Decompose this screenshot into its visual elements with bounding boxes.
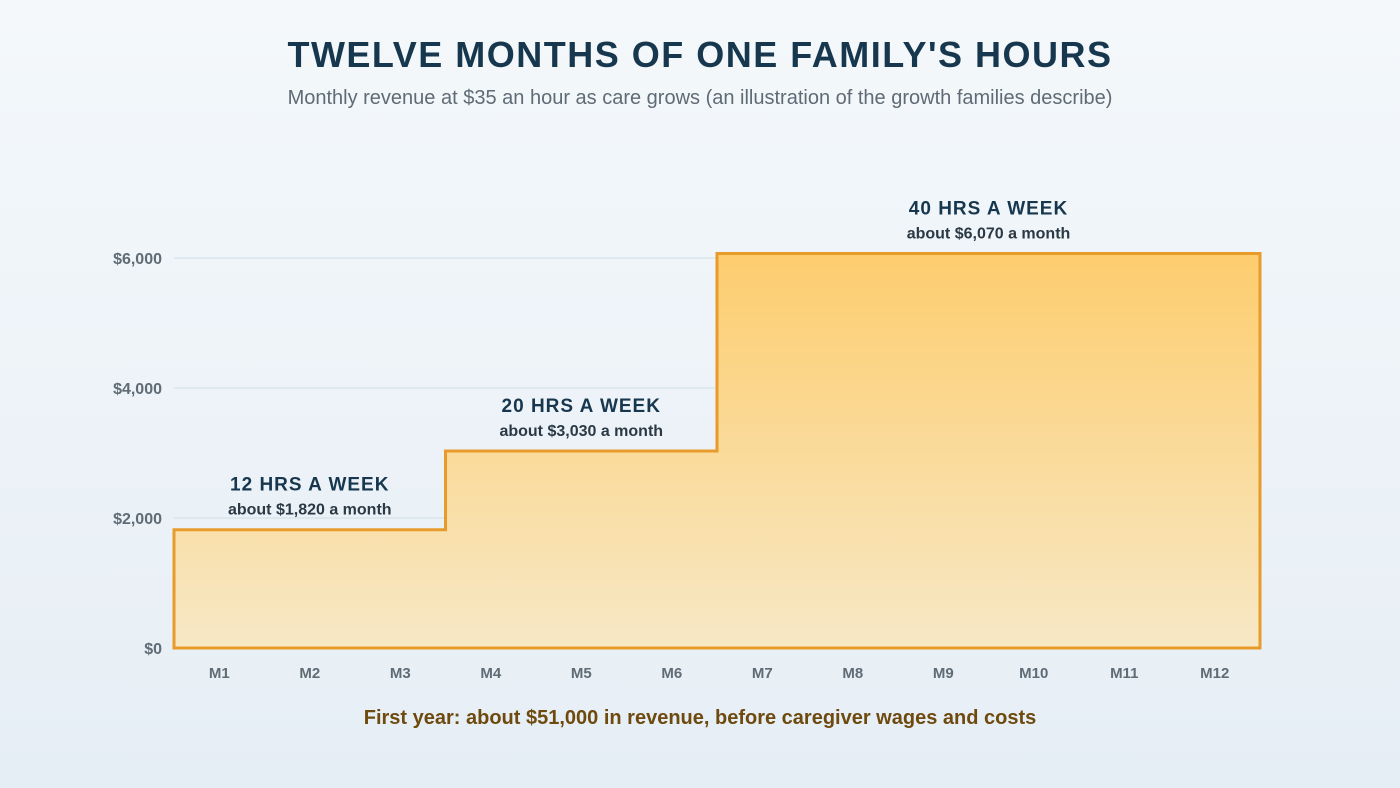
month-bar-m8: [808, 253, 899, 648]
month-bar-m6: [627, 451, 718, 648]
month-bar-m7: [717, 253, 808, 648]
x-tick-label: M5: [571, 665, 592, 682]
x-tick-label: M8: [842, 665, 863, 682]
y-axis: $0 $2,000 $4,000 $6,000: [113, 251, 162, 658]
x-tick-label: M10: [1019, 665, 1048, 682]
y-tick-label: $4,000: [113, 381, 162, 398]
revenue-step-area: [172, 251, 1262, 650]
step-amount-label: about $3,030 a month: [499, 423, 663, 440]
step-hours-label: 20 HRS A WEEK: [502, 396, 661, 417]
x-tick-label: M6: [661, 665, 682, 682]
month-bar-m12: [1170, 253, 1261, 648]
step-annotations: 12 HRS A WEEK about $1,820 a month 20 HRS …: [228, 198, 1070, 518]
x-tick-label: M11: [1110, 665, 1138, 682]
month-bar-m11: [1079, 253, 1170, 648]
x-tick-label: M2: [299, 665, 320, 682]
month-bar-m5: [536, 451, 627, 648]
x-tick-label: M3: [390, 665, 411, 682]
x-tick-label: M12: [1200, 665, 1229, 682]
month-bar-m10: [989, 253, 1080, 648]
chart-title: TWELVE MONTHS OF ONE FAMILY'S HOURS: [287, 34, 1113, 75]
month-bar-m4: [446, 451, 537, 648]
month-bar-m9: [898, 253, 989, 648]
step-amount-label: about $1,820 a month: [228, 502, 392, 519]
y-tick-label: $6,000: [113, 251, 162, 268]
month-bar-m2: [265, 530, 356, 648]
x-tick-label: M9: [933, 665, 954, 682]
step-hours-label: 12 HRS A WEEK: [230, 475, 389, 496]
step-amount-label: about $6,070 a month: [907, 225, 1071, 242]
x-tick-label: M1: [209, 665, 230, 682]
x-tick-label: M7: [752, 665, 773, 682]
month-bar-m1: [174, 530, 265, 648]
step-hours-label: 40 HRS A WEEK: [909, 198, 1068, 219]
first-year-summary: First year: about $51,000 in revenue, be…: [363, 707, 1037, 729]
month-bar-m3: [355, 530, 446, 648]
revenue-area: [172, 251, 1262, 650]
y-tick-label: $2,000: [113, 511, 162, 528]
chart-subtitle: Monthly revenue at $35 an hour as care g…: [287, 87, 1113, 109]
x-axis: M1 M2 M3 M4 M5 M6 M7 M8 M9 M10 M11 M12: [209, 665, 1230, 682]
x-tick-label: M4: [480, 665, 501, 682]
y-tick-label: $0: [144, 641, 162, 658]
